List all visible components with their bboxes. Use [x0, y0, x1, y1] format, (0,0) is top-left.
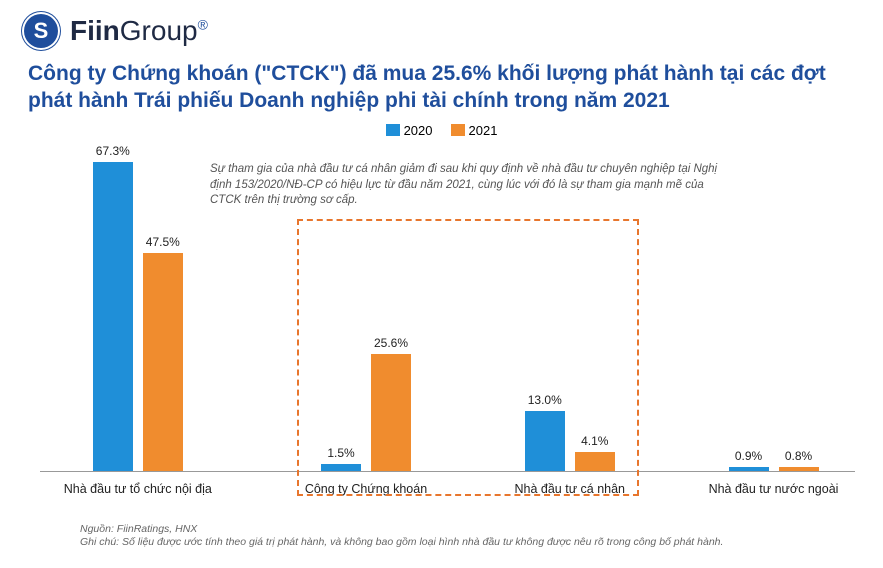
bar-group: 13.0% 4.1% [525, 393, 615, 471]
page-title: Công ty Chứng khoán ("CTCK") đã mua 25.6… [0, 54, 883, 117]
chart-plot-area: 67.3%47.5%1.5%25.6%13.0%4.1%0.9%0.8% [40, 150, 855, 472]
legend-swatch-2020 [386, 124, 400, 136]
bar-rect [321, 464, 361, 471]
bar: 13.0% [525, 393, 565, 471]
header: S FiinGroup® [0, 0, 883, 54]
bar-rect [729, 467, 769, 471]
bar: 0.9% [729, 449, 769, 471]
bar: 1.5% [321, 446, 361, 471]
bar-value-label: 1.5% [327, 446, 354, 460]
bar-rect [525, 411, 565, 471]
legend-item-2021: 2021 [451, 123, 498, 138]
bar-rect [575, 452, 615, 471]
chart-legend: 2020 2021 [0, 123, 883, 138]
bar-rect [143, 253, 183, 471]
x-axis-label: Nhà đầu tư tổ chức nội địa [64, 482, 212, 496]
legend-label-2021: 2021 [469, 123, 498, 138]
footer-note: Ghi chú: Số liệu được ước tính theo giá … [80, 536, 723, 550]
bar-rect [371, 354, 411, 471]
brand-suffix: Group [120, 15, 198, 46]
bar-value-label: 0.8% [785, 449, 812, 463]
bar: 67.3% [93, 144, 133, 471]
bar-value-label: 0.9% [735, 449, 762, 463]
bar-group: 1.5% 25.6% [321, 336, 411, 471]
bar: 0.8% [779, 449, 819, 471]
x-axis-label: Nhà đầu tư nước ngoài [709, 482, 839, 496]
logo-icon: S [22, 12, 60, 50]
bar: 25.6% [371, 336, 411, 471]
bar-value-label: 13.0% [528, 393, 562, 407]
bar-value-label: 25.6% [374, 336, 408, 350]
legend-swatch-2021 [451, 124, 465, 136]
bar: 4.1% [575, 434, 615, 471]
registered-mark: ® [198, 17, 208, 33]
bar-rect [93, 162, 133, 471]
bar-rect [779, 467, 819, 471]
bar-group: 0.9% 0.8% [729, 449, 819, 471]
bar-value-label: 67.3% [96, 144, 130, 158]
bar-value-label: 4.1% [581, 434, 608, 448]
legend-item-2020: 2020 [386, 123, 433, 138]
chart-x-labels: Nhà đầu tư tổ chức nội địa Công ty Chứng … [40, 474, 855, 496]
x-axis-label: Nhà đầu tư cá nhân [514, 482, 625, 496]
bar-chart: 67.3%47.5%1.5%25.6%13.0%4.1%0.9%0.8% Nhà… [40, 150, 855, 496]
bar-group: 67.3% 47.5% [93, 144, 183, 471]
bar-value-label: 47.5% [146, 235, 180, 249]
chart-footer: Nguồn: FiinRatings, HNX Ghi chú: Số liệu… [80, 523, 723, 550]
footer-source: Nguồn: FiinRatings, HNX [80, 523, 723, 537]
x-axis-label: Công ty Chứng khoán [305, 482, 427, 496]
brand-prefix: Fiin [70, 15, 120, 46]
bar: 47.5% [143, 235, 183, 471]
brand-name: FiinGroup® [70, 15, 208, 47]
legend-label-2020: 2020 [404, 123, 433, 138]
